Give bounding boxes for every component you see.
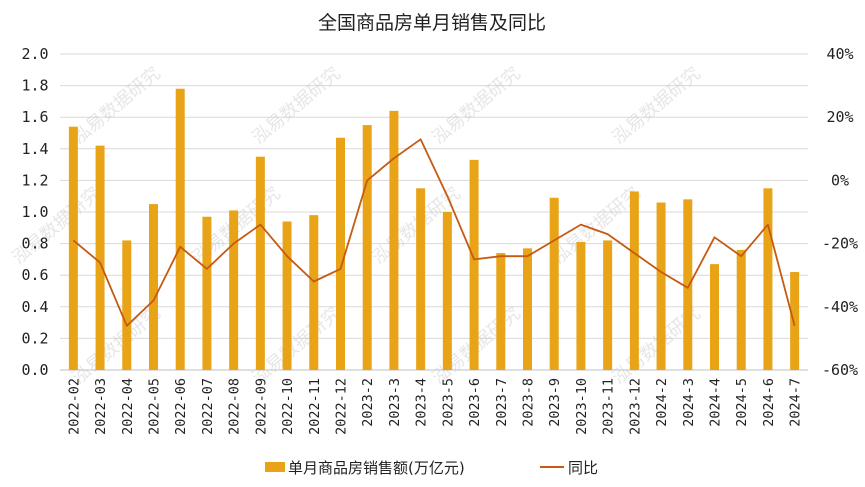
left-y-tick-label: 1.4: [21, 140, 48, 158]
right-y-tick-label: 20%: [826, 108, 853, 126]
right-y-tick-label: 0%: [831, 171, 849, 189]
x-tick-label: 2023-2: [360, 378, 376, 427]
bar-series: [68, 88, 800, 371]
x-tick-label: 2023-4: [414, 378, 430, 427]
bar: [229, 210, 239, 370]
legend-bar-swatch: [265, 462, 285, 472]
left-y-tick-label: 1.8: [21, 77, 48, 95]
bar: [255, 156, 265, 370]
bar: [149, 204, 158, 370]
yoy-line: [72, 138, 796, 327]
bar: [683, 199, 693, 370]
x-tick-label: 2023-6: [467, 378, 483, 427]
x-tick-label: 2024-5: [734, 378, 750, 427]
x-tick-label: 2023-9: [547, 378, 563, 427]
x-tick-label: 2022-05: [147, 378, 163, 435]
left-y-tick-label: 0.6: [21, 266, 48, 284]
left-y-tick-label: 0.8: [21, 235, 48, 253]
right-y-tick-label: -60%: [822, 361, 858, 379]
bar: [469, 159, 479, 370]
right-y-tick-label: -20%: [822, 235, 858, 253]
x-tick-label: 2022-04: [120, 378, 136, 435]
bar: [523, 248, 532, 370]
x-tick-label: 2022-11: [307, 378, 323, 435]
x-tick-label: 2022-08: [227, 378, 243, 435]
x-tick-label: 2023-10: [574, 378, 590, 435]
bar: [202, 216, 212, 370]
bar: [282, 221, 292, 370]
x-tick-label: 2023-12: [627, 378, 643, 435]
x-tick-label: 2024-3: [681, 378, 697, 427]
x-tick-label: 2023-7: [494, 378, 510, 427]
left-y-tick-label: 1.0: [21, 203, 48, 221]
bar: [549, 197, 559, 370]
right-y-tick-label: -40%: [822, 298, 858, 316]
x-tick-label: 2022-07: [200, 378, 216, 435]
x-tick-label: 2024-6: [761, 378, 777, 427]
watermark-text: 泓易数据研究: [68, 63, 164, 149]
x-tick-label: 2022-10: [280, 378, 296, 435]
bar: [576, 242, 586, 370]
x-tick-label: 2022-09: [253, 378, 269, 435]
line-series: [72, 138, 796, 327]
bar: [656, 202, 666, 370]
watermark-text: 泓易数据研究: [428, 63, 524, 149]
chart-title: 全国商品房单月销售及同比: [318, 12, 546, 34]
bar: [336, 137, 345, 370]
x-tick-label: 2023-3: [387, 378, 403, 427]
legend-bar-label: 单月商品房销售额(万亿元): [288, 459, 465, 477]
bar: [736, 249, 746, 370]
x-axis: 2022-02 2022-03 2022-04 2022-05 2022-06 2022-…: [66, 378, 803, 435]
left-y-tick-label: 0.2: [21, 329, 48, 347]
watermark-text: 泓易数据研究: [248, 63, 344, 149]
left-y-tick-label: 1.2: [21, 171, 48, 189]
watermark-text: 泓易数据研究: [8, 183, 104, 269]
left-y-axis: 0.0 0.2 0.4 0.6 0.8 1.0 1.2 1.4 1.6 1.8 2.0: [21, 45, 48, 379]
bar: [309, 215, 319, 370]
bar: [442, 212, 452, 370]
bar: [362, 125, 372, 370]
bar: [710, 264, 719, 370]
x-tick-label: 2024-2: [654, 378, 670, 427]
right-y-tick-label: 40%: [826, 45, 853, 63]
left-y-tick-label: 0.4: [21, 298, 48, 316]
bar: [603, 240, 613, 370]
bar: [629, 191, 639, 370]
bar: [763, 188, 773, 370]
x-tick-label: 2023-8: [521, 378, 537, 427]
x-tick-label: 2022-02: [66, 378, 82, 435]
x-tick-label: 2023-5: [440, 378, 456, 427]
x-tick-label: 2022-12: [334, 378, 350, 435]
bar: [389, 110, 399, 370]
bar: [95, 145, 105, 370]
bar: [496, 253, 506, 370]
x-tick-label: 2022-03: [93, 378, 109, 435]
bar: [416, 188, 426, 370]
bar: [790, 272, 800, 370]
bar: [122, 240, 132, 370]
left-y-tick-label: 1.6: [21, 108, 48, 126]
x-tick-label: 2023-11: [601, 378, 617, 435]
legend: 单月商品房销售额(万亿元) 同比: [265, 459, 598, 477]
left-y-tick-label: 0.0: [21, 361, 48, 379]
x-tick-label: 2022-06: [173, 378, 189, 435]
watermark-text: 泓易数据研究: [608, 63, 704, 149]
bar: [68, 126, 78, 371]
bar: [175, 88, 185, 370]
left-y-tick-label: 2.0: [21, 45, 48, 63]
legend-line-label: 同比: [568, 459, 598, 477]
right-y-axis: -60% -40% -20% 0% 20% 40%: [822, 45, 858, 379]
x-tick-label: 2024-7: [788, 378, 804, 427]
x-tick-label: 2024-4: [708, 378, 724, 427]
